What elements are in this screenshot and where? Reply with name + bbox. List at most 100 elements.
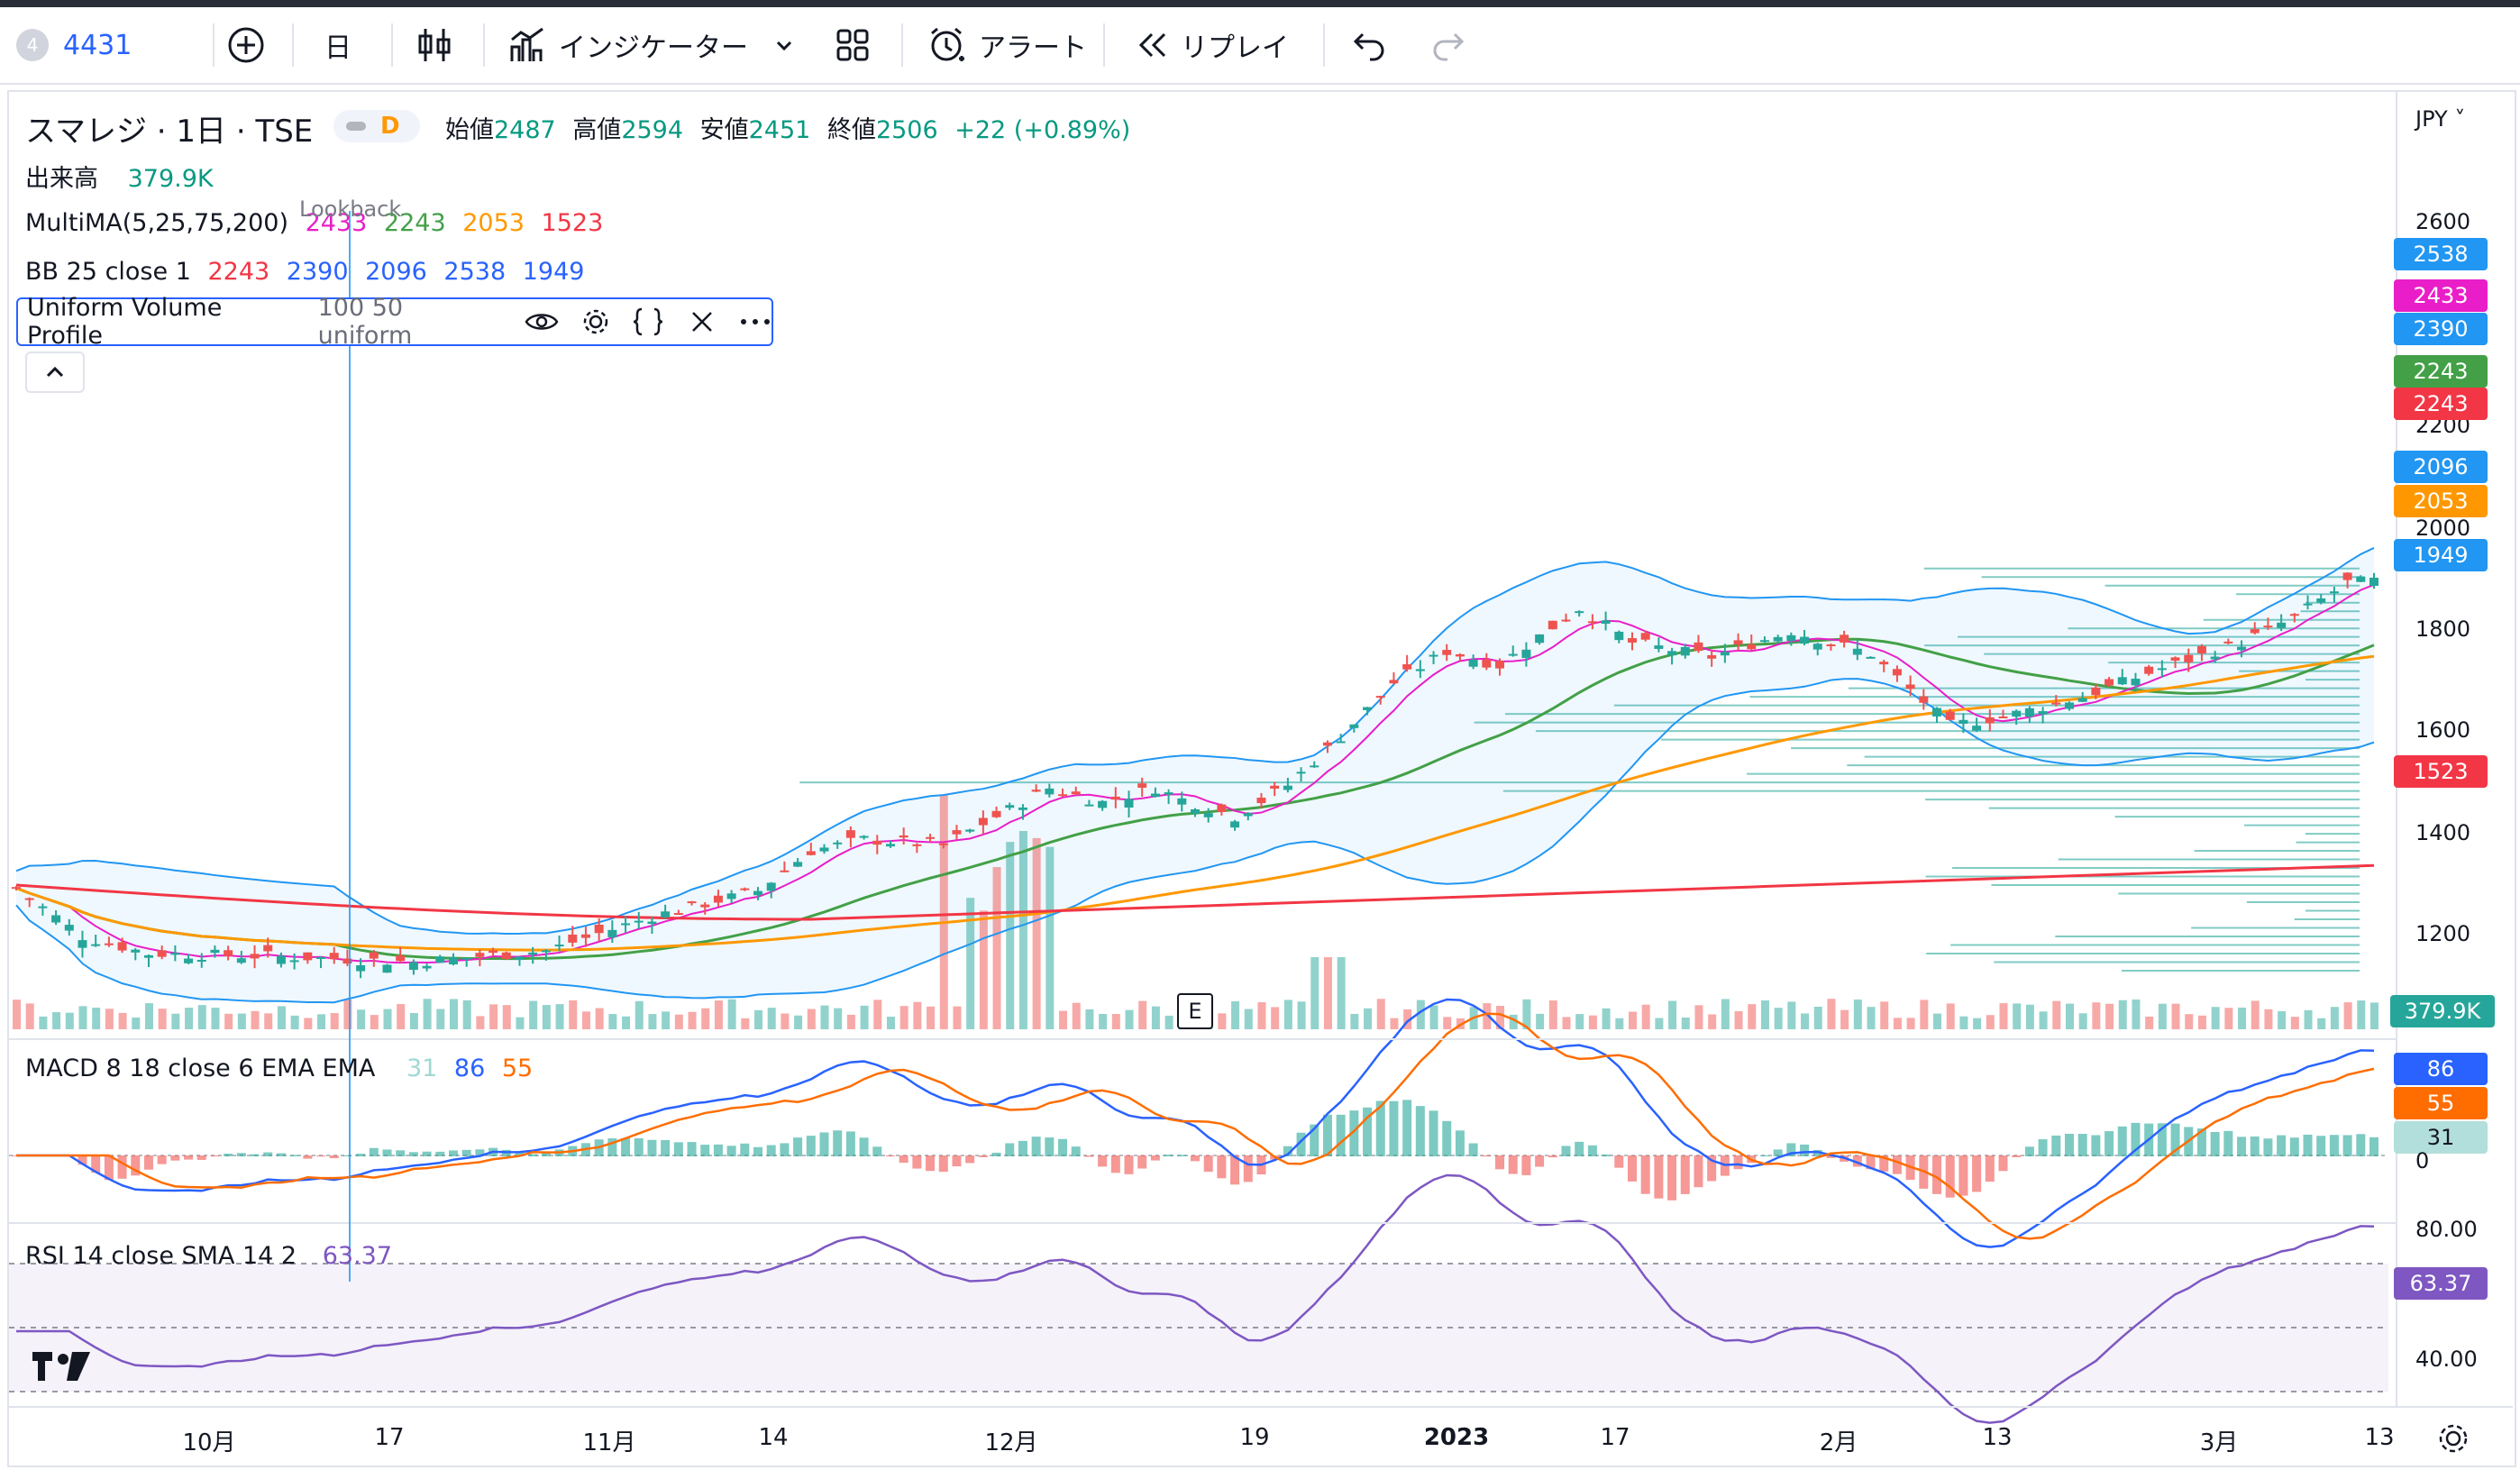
earnings-label: E [1188, 999, 1202, 1024]
code-braces-icon[interactable] [631, 306, 665, 337]
top-toolbar: 4 4431 日 インジケーター アラート リプレイ [0, 0, 2520, 85]
close-label: 終値 [826, 116, 876, 144]
rsi-upper-tick: 80.00 [2415, 1217, 2478, 1242]
time-tick: 17 [1600, 1424, 1630, 1451]
redo-button[interactable] [1429, 20, 1465, 70]
rsi-lower-tick: 40.00 [2415, 1347, 2478, 1372]
alert-label: アラート [979, 32, 1087, 64]
pane-separator-macd[interactable] [7, 1038, 2396, 1040]
time-tick: 2月 [1819, 1429, 1858, 1456]
indicators-button[interactable]: インジケーター [508, 20, 795, 70]
bb-upper-value: 2390 [286, 258, 349, 286]
macd-legend[interactable]: MACD 8 18 close 6 EMA EMA 31 86 55 [25, 1055, 542, 1082]
market-status[interactable]: D [333, 110, 420, 142]
time-tick: 13 [2364, 1424, 2395, 1451]
macd-line-value: 86 [453, 1055, 486, 1082]
chart-area[interactable] [7, 90, 2516, 1467]
ma75-value: 2053 [462, 209, 525, 237]
volume-profile-legend[interactable]: Uniform Volume Profile 100 50 uniform [16, 294, 773, 350]
tradingview-logo[interactable] [31, 1348, 94, 1384]
price-tick: 1400 [2415, 820, 2471, 845]
time-tick: 19 [1239, 1424, 1270, 1451]
chart-title: スマレジ · 1日 · TSE [25, 114, 314, 150]
currency-selector[interactable]: JPY ˅ [2415, 106, 2466, 132]
volume-label: 出来高 [25, 165, 98, 193]
window-edge [0, 0, 2520, 7]
volume-legend[interactable]: 出来高 379.9K [25, 159, 223, 194]
close-icon[interactable] [689, 308, 716, 335]
compare-button[interactable] [227, 20, 265, 70]
time-tick: 12月 [984, 1429, 1038, 1456]
undo-icon [1353, 32, 1384, 61]
templates-button[interactable] [835, 20, 871, 70]
replay-button[interactable]: リプレイ [1136, 20, 1289, 70]
rsi-value: 63.37 [322, 1242, 393, 1270]
layout-grid-icon [836, 29, 869, 61]
macd-signal-value: 55 [501, 1055, 534, 1082]
ma5-value: 2433 [305, 209, 368, 237]
macd-hist-tag: 31 [2394, 1121, 2488, 1154]
replay-label: リプレイ [1181, 32, 1289, 64]
lookback-label: Lookback [299, 196, 402, 222]
indicators-icon [510, 27, 543, 61]
bb-basis-tag: 2243 [2394, 388, 2488, 420]
symbol-legend: スマレジ · 1日 · TSE [25, 106, 322, 151]
bb-lower-value: 2096 [365, 258, 427, 286]
bb-lower2-value: 1949 [522, 258, 585, 286]
undo-button[interactable] [1352, 20, 1388, 70]
bb-upper2-tag: 2538 [2394, 238, 2488, 270]
time-tick: 2023 [1423, 1424, 1490, 1451]
indicators-label: インジケーター [559, 32, 748, 64]
alert-button[interactable]: アラート [927, 20, 1087, 70]
multima-label: MultiMA(5,25,75,200) [25, 209, 289, 237]
pane-separator-rsi[interactable] [7, 1222, 2396, 1224]
ma25-tag: 2243 [2394, 355, 2488, 388]
close-value: 2506 [875, 116, 938, 144]
macd-signal-tag: 55 [2394, 1087, 2488, 1119]
multima-legend[interactable]: MultiMA(5,25,75,200) 2433 2243 2053 1523 [25, 209, 612, 237]
macd-label: MACD 8 18 close 6 EMA EMA [25, 1055, 376, 1082]
settings-gear-icon[interactable] [2435, 1420, 2471, 1456]
symbol-search[interactable]: 4 4431 [16, 20, 132, 70]
lookback-line[interactable] [349, 211, 351, 1282]
ohlc-legend: 始値2487 高値2594 安値2451 終値2506 +22 (+0.89%) [445, 110, 1139, 145]
price-axis-border [2396, 90, 2397, 1406]
price-tick: 1800 [2415, 616, 2471, 642]
open-value: 2487 [494, 116, 556, 144]
high-label: 高値 [572, 116, 622, 144]
redo-icon [1433, 32, 1465, 61]
rsi-legend[interactable]: RSI 14 close SMA 14 2 63.37 [25, 1242, 401, 1270]
bb-lower-tag: 2096 [2394, 451, 2488, 483]
earnings-marker[interactable]: E [1177, 993, 1213, 1029]
bb-basis-value: 2243 [207, 258, 270, 286]
ma200-tag: 1523 [2394, 755, 2488, 788]
candles-icon [418, 29, 451, 61]
time-tick: 3月 [2199, 1429, 2239, 1456]
bb-upper-tag: 2390 [2394, 313, 2488, 345]
time-tick: 17 [374, 1424, 405, 1451]
price-tick: 1600 [2415, 717, 2471, 743]
more-icon[interactable] [739, 317, 772, 326]
price-tick: 2600 [2415, 209, 2471, 234]
bb-legend[interactable]: BB 25 close 1 2243 2390 2096 2538 1949 [25, 258, 593, 286]
add-circle-icon [228, 27, 264, 63]
vp-params: 100 50 uniform [317, 294, 413, 350]
delayed-badge: D [380, 113, 400, 140]
chart-type-button[interactable] [416, 20, 452, 70]
time-tick: 13 [1982, 1424, 2013, 1451]
time-tick: 14 [758, 1424, 789, 1451]
volume-tag: 379.9K [2390, 995, 2495, 1027]
bb-upper2-value: 2538 [443, 258, 507, 286]
symbol-badge: 4 [16, 29, 49, 61]
collapse-legend-button[interactable] [25, 352, 85, 393]
open-label: 始値 [445, 116, 494, 144]
ma5-tag: 2433 [2394, 279, 2488, 312]
change-value: +22 (+0.89%) [954, 116, 1131, 144]
eye-icon[interactable] [525, 308, 559, 335]
price-tick: 2000 [2415, 516, 2471, 541]
currency-label: JPY [2415, 106, 2448, 132]
macd-hist-value: 31 [406, 1055, 438, 1082]
rewind-icon [1138, 32, 1166, 58]
gear-icon[interactable] [580, 306, 611, 337]
interval-button[interactable]: 日 [324, 20, 352, 70]
